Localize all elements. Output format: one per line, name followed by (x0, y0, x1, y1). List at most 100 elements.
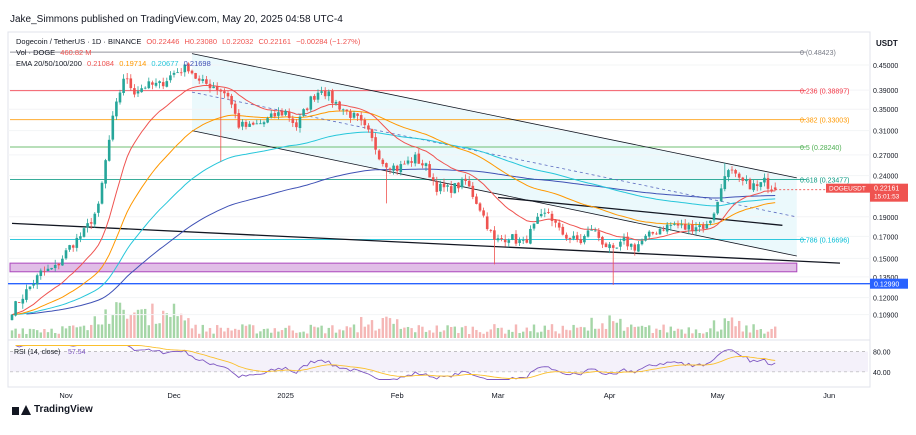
candle-body[interactable] (655, 233, 658, 235)
candle-body[interactable] (298, 116, 302, 128)
candle-body[interactable] (539, 214, 543, 217)
candle-body[interactable] (43, 271, 46, 273)
candle-body[interactable] (629, 243, 633, 247)
candle-body[interactable] (136, 91, 140, 94)
candle-body[interactable] (269, 113, 273, 118)
candle-body[interactable] (118, 92, 122, 103)
candle-body[interactable] (399, 164, 403, 173)
candle-body[interactable] (694, 227, 698, 232)
candle-body[interactable] (161, 82, 165, 87)
candle-body[interactable] (712, 213, 716, 221)
candle-body[interactable] (406, 160, 410, 164)
candle-body[interactable] (493, 230, 496, 240)
candle-body[interactable] (503, 239, 507, 243)
candle-body[interactable] (89, 222, 93, 224)
candle-body[interactable] (593, 230, 597, 232)
candle-body[interactable] (320, 91, 323, 93)
candle-body[interactable] (111, 115, 115, 140)
candle-body[interactable] (82, 228, 86, 237)
tradingview-logo[interactable]: TradingView (12, 404, 93, 415)
candle-body[interactable] (313, 95, 316, 100)
symbol-tag[interactable] (826, 183, 870, 193)
candle-body[interactable] (28, 286, 32, 289)
candle-body[interactable] (125, 78, 129, 80)
candle-body[interactable] (637, 244, 640, 252)
candle-body[interactable] (482, 210, 485, 216)
candle-body[interactable] (53, 264, 57, 269)
candle-body[interactable] (244, 121, 248, 127)
candle-body[interactable] (291, 118, 295, 123)
candle-body[interactable] (424, 163, 428, 167)
candle-body[interactable] (727, 170, 730, 178)
candle-body[interactable] (565, 234, 568, 239)
candle-body[interactable] (464, 178, 467, 181)
candle-body[interactable] (568, 237, 572, 240)
candle-body[interactable] (39, 270, 43, 276)
candle-body[interactable] (554, 220, 557, 223)
candle-body[interactable] (651, 231, 655, 234)
candle-body[interactable] (341, 109, 345, 111)
candle-body[interactable] (709, 220, 712, 224)
candle-body[interactable] (205, 79, 208, 84)
candle-body[interactable] (349, 111, 352, 118)
candle-body[interactable] (226, 92, 230, 97)
candle-body[interactable] (345, 109, 349, 111)
candle-body[interactable] (449, 186, 453, 193)
candle-body[interactable] (687, 224, 691, 230)
candle-body[interactable] (453, 183, 457, 194)
candle-body[interactable] (665, 224, 669, 232)
candle-body[interactable] (475, 196, 478, 204)
candle-body[interactable] (467, 180, 471, 187)
candle-body[interactable] (496, 238, 500, 241)
candle-body[interactable] (251, 122, 255, 125)
candle-body[interactable] (93, 213, 97, 225)
volume-legend[interactable]: Vol · DOGE 460.82 M (16, 48, 95, 57)
candle-body[interactable] (32, 283, 35, 286)
candle-body[interactable] (770, 189, 773, 191)
candle-body[interactable] (723, 176, 727, 190)
candle-body[interactable] (273, 113, 277, 117)
candle-body[interactable] (547, 212, 550, 213)
candle-body[interactable] (586, 230, 590, 237)
symbol-name[interactable]: Dogecoin / TetherUS · 1D · BINANCE (16, 37, 142, 46)
support-price-tag[interactable] (870, 278, 908, 289)
candle-body[interactable] (248, 123, 251, 127)
candle-body[interactable] (165, 81, 169, 87)
candle-body[interactable] (446, 185, 449, 187)
candle-body[interactable] (46, 268, 50, 272)
candle-body[interactable] (608, 244, 611, 249)
candle-body[interactable] (579, 239, 583, 244)
candle-body[interactable] (352, 112, 356, 118)
candle-body[interactable] (658, 228, 662, 235)
candle-body[interactable] (277, 112, 280, 116)
candle-body[interactable] (741, 177, 745, 181)
candle-body[interactable] (385, 163, 388, 168)
candle-body[interactable] (669, 225, 673, 226)
candle-body[interactable] (410, 161, 413, 163)
candle-body[interactable] (158, 81, 161, 84)
candle-body[interactable] (255, 123, 259, 125)
candle-body[interactable] (21, 298, 25, 304)
candle-body[interactable] (752, 183, 755, 191)
candle-body[interactable] (766, 178, 770, 189)
candle-body[interactable] (431, 177, 435, 181)
candle-body[interactable] (529, 228, 532, 244)
candle-body[interactable] (10, 314, 14, 321)
candle-body[interactable] (550, 213, 554, 221)
candle-body[interactable] (374, 137, 377, 150)
candle-body[interactable] (511, 234, 514, 240)
candle-body[interactable] (169, 75, 172, 81)
candle-body[interactable] (295, 122, 298, 128)
candle-body[interactable] (381, 159, 385, 165)
candle-body[interactable] (17, 302, 21, 303)
candle-body[interactable] (745, 179, 748, 182)
candle-body[interactable] (201, 79, 205, 81)
last-price-tag[interactable] (870, 183, 908, 202)
candle-body[interactable] (75, 237, 79, 248)
candle-body[interactable] (698, 225, 701, 228)
candle-body[interactable] (507, 240, 511, 243)
candle-body[interactable] (140, 88, 143, 93)
candle-body[interactable] (147, 81, 151, 89)
candle-body[interactable] (601, 236, 604, 245)
candle-body[interactable] (14, 301, 17, 316)
